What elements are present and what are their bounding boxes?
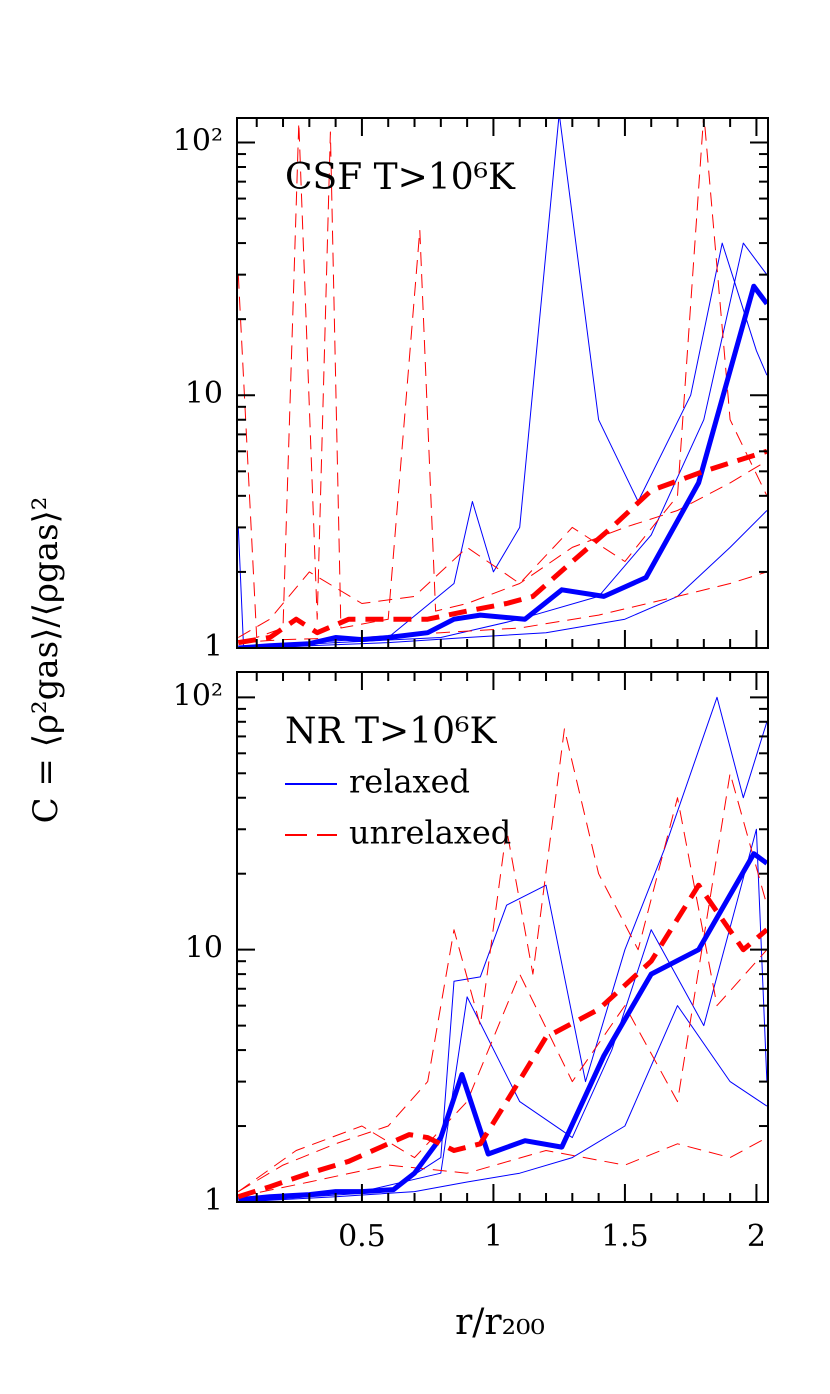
series-line [238, 828, 768, 1202]
series-line [238, 1137, 768, 1198]
legend-label: relaxed [349, 763, 470, 801]
series-line [237, 448, 768, 646]
series-line [238, 696, 768, 1202]
series-line [238, 510, 768, 648]
panel-annotation: CSF T>10⁶K [285, 157, 516, 198]
x-axis-label: r/r₂₀₀ [455, 1302, 545, 1343]
series-line [238, 118, 768, 638]
plot-frame [236, 671, 769, 1203]
series-line [237, 122, 768, 638]
plot-frame [236, 117, 769, 649]
legend-label: unrelaxed [349, 814, 511, 852]
y-tick-label: 1 [204, 629, 223, 664]
series-line [238, 728, 768, 1193]
series-line [238, 772, 768, 1193]
panel-annotation: NR T>10⁶K [285, 711, 497, 752]
y-tick-label: 10 [185, 931, 223, 966]
x-tick-label: 0.5 [338, 1219, 386, 1254]
x-tick-label: 1 [484, 1219, 503, 1254]
series-line [238, 283, 768, 648]
series-line [238, 1005, 768, 1202]
y-tick-label: 1 [204, 1183, 223, 1218]
series-line [238, 851, 768, 1202]
y-tick-label: 10² [173, 123, 223, 158]
series-line [238, 571, 768, 644]
x-tick-label: 2 [747, 1219, 766, 1254]
series-line [237, 882, 768, 1200]
y-axis-label: C = ⟨ρ²gas⟩/⟨ρgas⟩² [26, 497, 66, 824]
x-tick-label: 1.5 [601, 1219, 649, 1254]
y-tick-label: 10² [173, 678, 223, 713]
y-tick-label: 10 [185, 376, 223, 411]
plot-lines [237, 696, 768, 1202]
